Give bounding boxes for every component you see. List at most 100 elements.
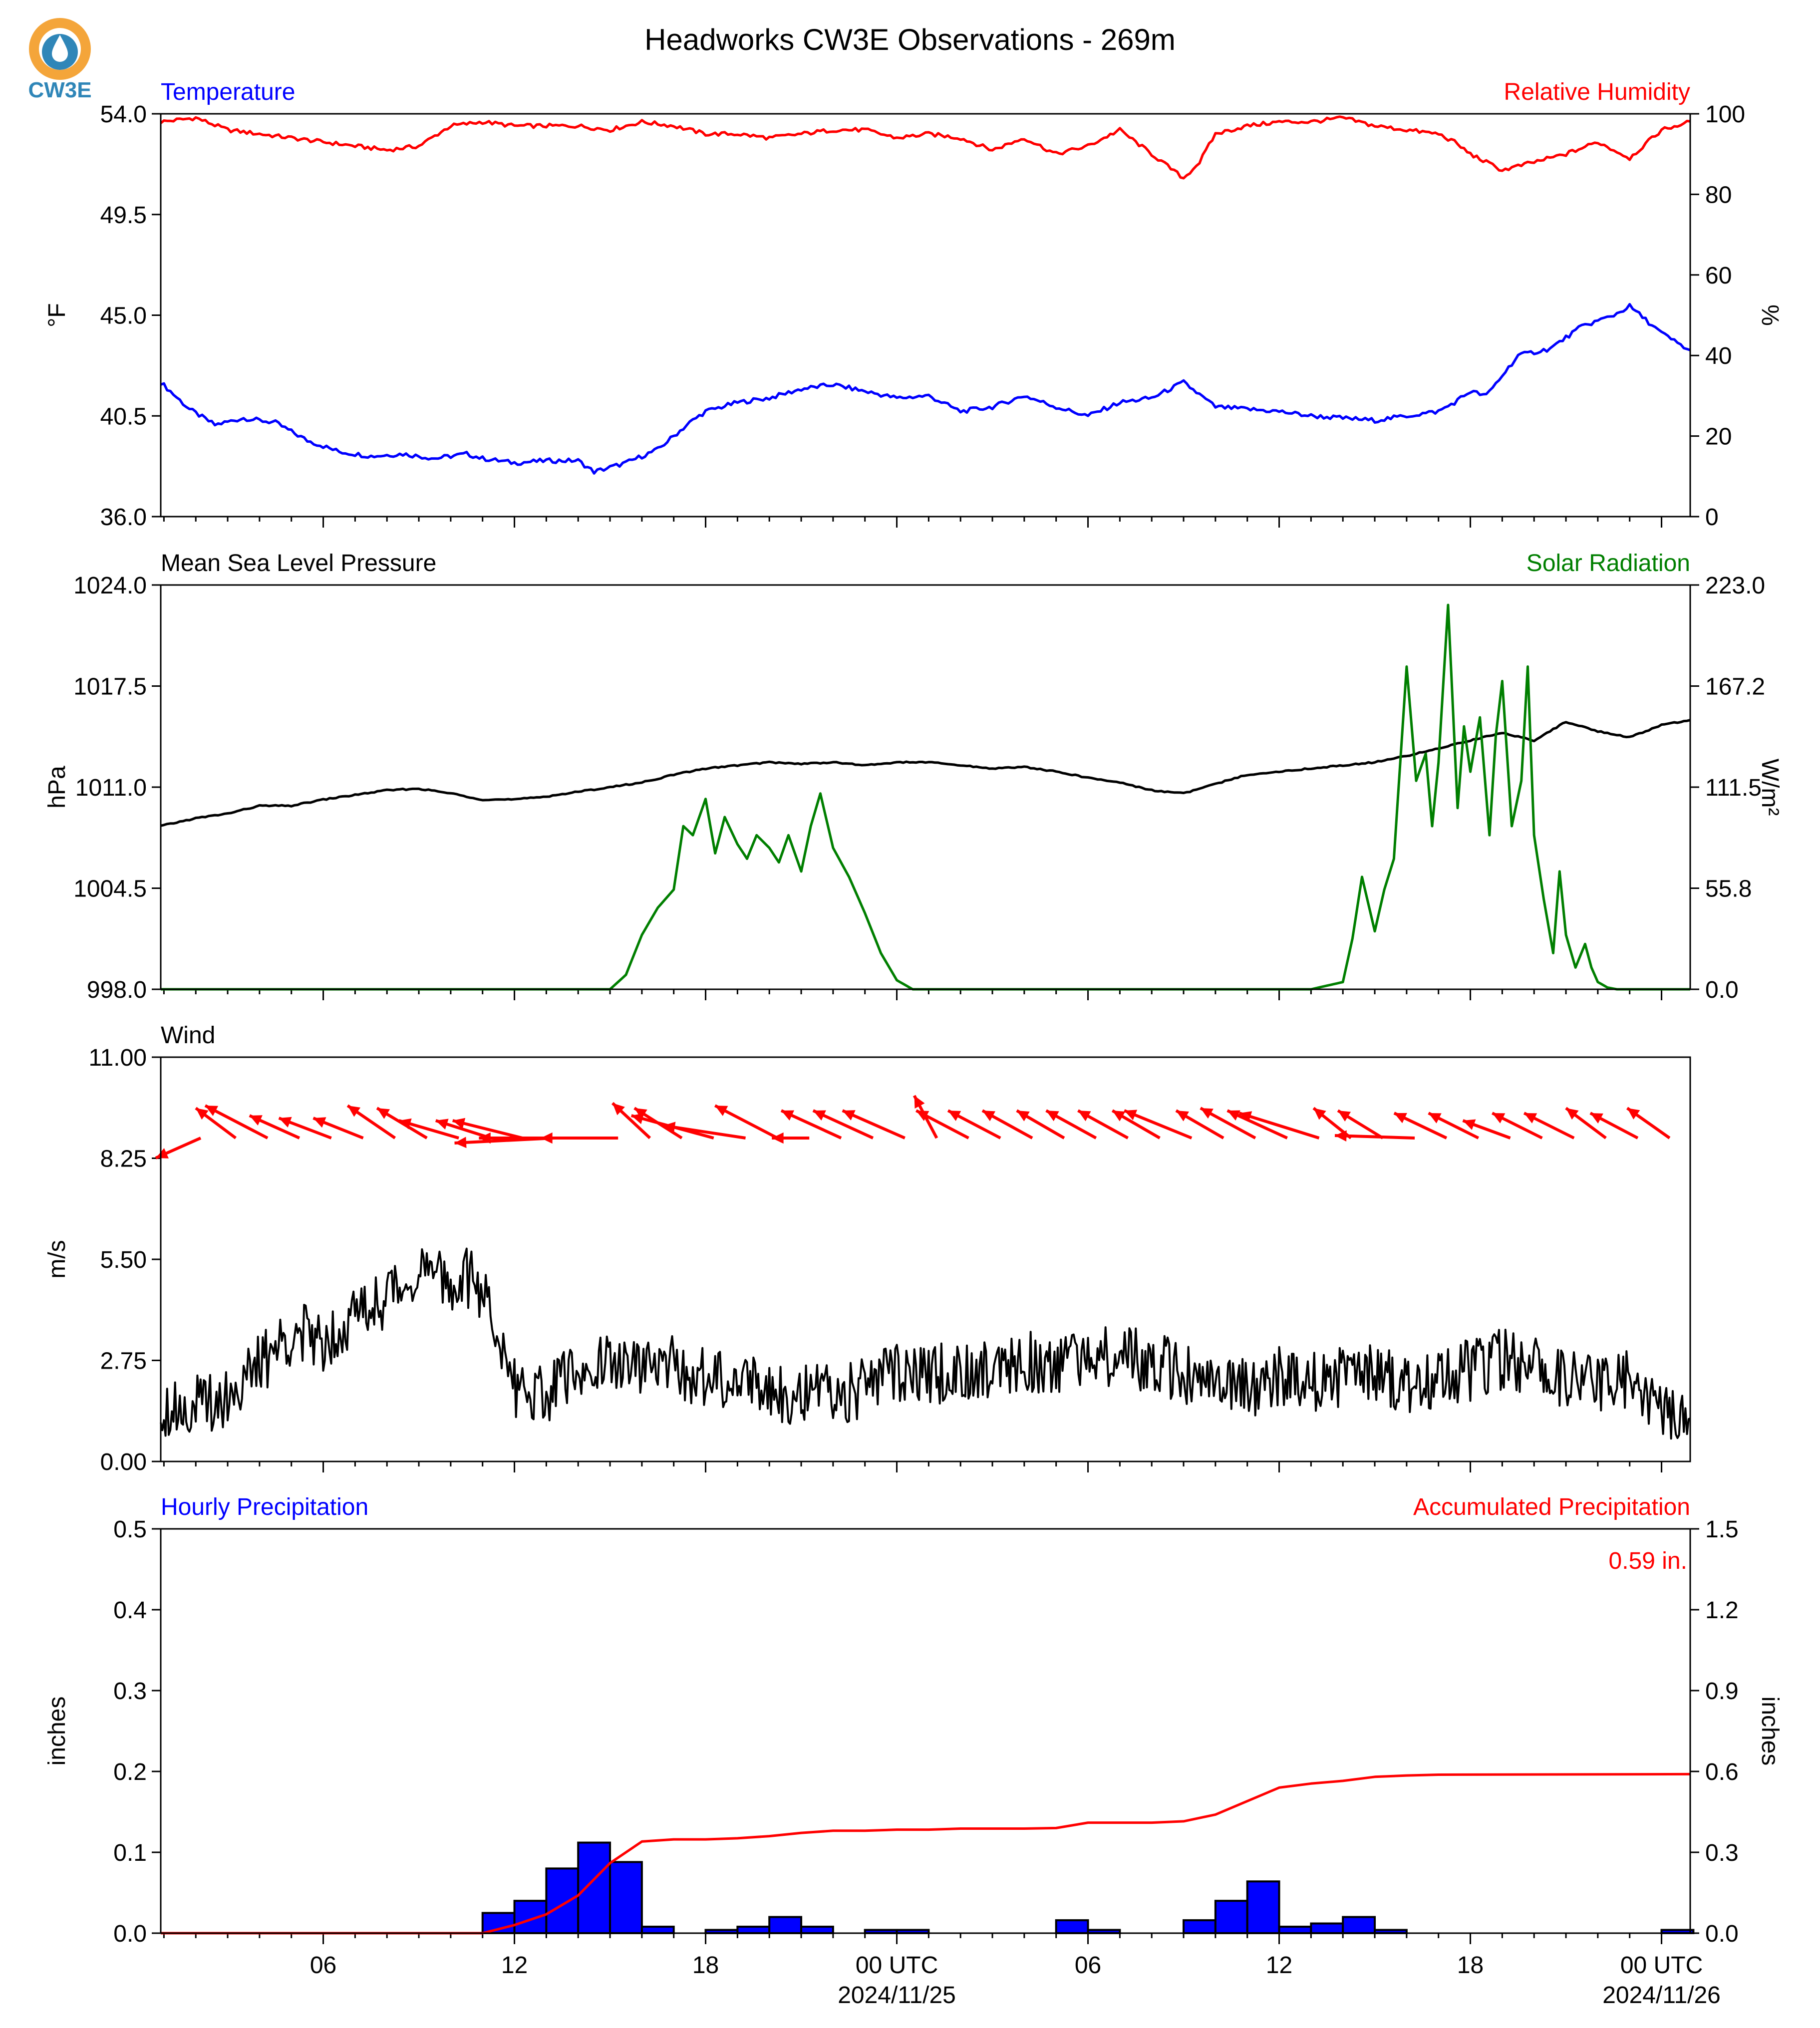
x-tick-label: 12 (501, 1952, 528, 1979)
panel-1: Temperature Relative Humidity 36.0 40.5 45.0… (44, 79, 1783, 531)
accumulation-annotation: 0.59 in. (1609, 1548, 1687, 1574)
y-axis-label-right: W/m² (1757, 759, 1783, 816)
y-tick-label-right: 223.0 (1705, 573, 1765, 599)
y-tick-label-left: 5.50 (100, 1247, 147, 1273)
y-axis-label-left: m/s (44, 1240, 70, 1278)
y-tick-label-left: 49.5 (100, 202, 147, 229)
wind-arrow-head-icon (1627, 1108, 1640, 1120)
wind-barb-arrow (714, 1104, 778, 1140)
wind-arrow-head-icon (1524, 1113, 1537, 1124)
y-tick-label-left: 0.0 (113, 1921, 147, 1947)
wind-arrow-head-icon (313, 1117, 326, 1128)
right-axis-series-line (161, 603, 1690, 991)
wind-arrow-head-icon (1335, 1130, 1347, 1142)
panel-title-left: Wind (161, 1022, 215, 1049)
wind-arrow-head-icon (914, 1096, 925, 1109)
wind-barb-arrow (452, 1119, 523, 1140)
plot-frame (160, 1528, 1691, 1934)
panel-title-right: Solar Radiation (1526, 550, 1690, 577)
wind-arrow-head-icon (156, 1148, 169, 1159)
x-tick-label: 18 (1457, 1952, 1484, 1979)
wind-arrow-head-icon (279, 1117, 292, 1128)
precip-bar (577, 1841, 611, 1935)
wind-arrow-head-icon (1227, 1110, 1240, 1121)
y-tick-label-left: 54.0 (100, 101, 147, 128)
wind-barb-arrow (204, 1104, 269, 1140)
x-tick-label: 12 (1266, 1952, 1292, 1979)
x-tick-label: 00 UTC (1620, 1952, 1703, 1979)
left-axis-series-line (160, 719, 1691, 827)
y-tick-label-left: 8.25 (100, 1146, 147, 1172)
x-tick-label: 06 (310, 1952, 336, 1979)
wind-arrow-head-icon (1078, 1111, 1091, 1122)
wind-arrow-head-icon (1016, 1111, 1030, 1122)
y-axis-label-left: hPa (44, 766, 70, 809)
plot-frame (160, 113, 1691, 518)
y-tick-label-right: 0.9 (1705, 1678, 1739, 1705)
wind-arrow-head-icon (813, 1110, 826, 1121)
wind-arrow-head-icon (1590, 1113, 1603, 1124)
y-tick-label-right: 80 (1705, 182, 1732, 208)
logo-sun-ring-icon (29, 18, 91, 80)
plot-frame (160, 584, 1691, 990)
panel-2: Mean Sea Level Pressure Solar Radiation 99… (44, 550, 1783, 1003)
panel-title-left: Hourly Precipitation (161, 1494, 368, 1520)
precip-bar (1246, 1880, 1280, 1935)
wind-arrow-head-icon (205, 1106, 219, 1116)
y-axis-label-left: inches (44, 1697, 70, 1766)
wind-arrow-head-icon (454, 1137, 467, 1149)
wind-arrow-head-icon (1463, 1119, 1476, 1130)
wind-arrow-head-icon (1112, 1111, 1126, 1122)
wind-arrow-head-icon (612, 1103, 625, 1116)
wind-arrow-head-icon (1338, 1111, 1351, 1122)
precip-bar (640, 1926, 675, 1935)
y-tick-label-left: 0.1 (113, 1840, 147, 1866)
precip-bar (1183, 1919, 1216, 1935)
panel-4: Hourly Precipitation Accumulated Precipit… (44, 1494, 1783, 2009)
wind-arrow-head-icon (1313, 1108, 1326, 1120)
precip-bar (545, 1867, 580, 1934)
y-tick-label-right: 0.6 (1705, 1759, 1739, 1785)
wind-arrow-head-icon (1566, 1108, 1579, 1120)
y-tick-label-right: 100 (1705, 101, 1745, 128)
y-tick-label-left: 0.4 (113, 1597, 147, 1624)
wind-arrow-head-icon (1046, 1111, 1059, 1122)
y-tick-label-left: 2.75 (100, 1348, 147, 1375)
wind-barb-arrow (1124, 1109, 1193, 1140)
wind-barb-arrow (1238, 1112, 1320, 1140)
panel-title-right: Accumulated Precipitation (1413, 1494, 1690, 1520)
wind-arrow-head-icon (1492, 1113, 1506, 1124)
logo-drop-icon (52, 35, 68, 62)
plot-frame (160, 1056, 1691, 1462)
wind-arrow-head-icon (663, 1122, 676, 1133)
wind-barb-arrow (663, 1124, 746, 1140)
figure-title: Headworks CW3E Observations - 269m (644, 23, 1176, 56)
y-tick-label-left: 1024.0 (73, 573, 147, 599)
precip-bar (736, 1926, 771, 1935)
y-tick-label-left: 36.0 (100, 504, 147, 531)
wind-arrow-head-icon (781, 1110, 795, 1121)
wind-arrow-head-icon (715, 1106, 728, 1116)
x-tick-label: 06 (1075, 1952, 1101, 1979)
wind-arrow-head-icon (452, 1118, 466, 1129)
wind-arrow-head-icon (842, 1110, 856, 1121)
y-tick-label-left: 0.5 (113, 1516, 147, 1543)
wind-arrow-head-icon (772, 1132, 784, 1144)
cw3e-logo: CW3E (28, 18, 92, 102)
wind-arrow-head-icon (479, 1132, 491, 1144)
y-tick-label-left: 1004.5 (73, 876, 147, 902)
wind-arrow-head-icon (196, 1108, 209, 1120)
x-tick-label: 00 UTC (856, 1952, 938, 1979)
precip-bar (1342, 1916, 1376, 1935)
wind-arrow-head-icon (347, 1106, 361, 1117)
y-tick-label-right: 0.0 (1705, 1921, 1739, 1947)
wind-arrow-head-icon (1124, 1110, 1138, 1121)
x-date-label: 2024/11/25 (838, 1982, 956, 2009)
precip-bar (1310, 1922, 1344, 1935)
wind-arrow-head-icon (634, 1108, 647, 1120)
wind-arrow-head-icon (948, 1111, 961, 1121)
logo-text: CW3E (28, 78, 91, 102)
x-tick-label: 18 (692, 1952, 719, 1979)
y-tick-label-left: 45.0 (100, 303, 147, 329)
precip-bar (1278, 1926, 1312, 1935)
